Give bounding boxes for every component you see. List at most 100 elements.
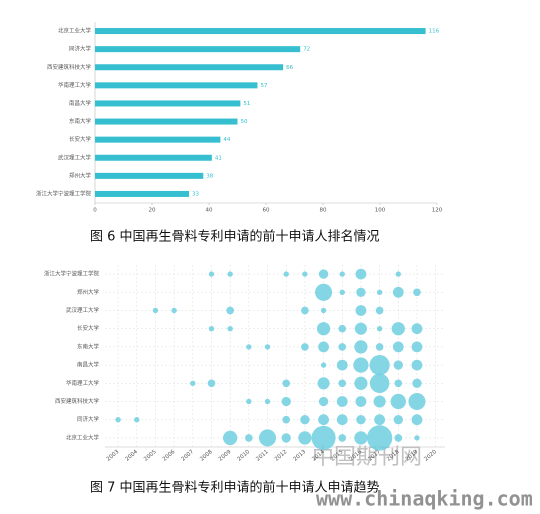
x-tick-label: 2009 (218, 449, 233, 463)
x-tick-label: 2010 (237, 449, 252, 463)
x-tick-label: 2006 (162, 449, 177, 463)
bubble (408, 392, 426, 411)
watermark-logo: 中国期刊网 (312, 445, 422, 470)
bubble (354, 322, 367, 335)
bubble (354, 340, 368, 354)
bar (95, 136, 221, 143)
bubble (339, 289, 345, 295)
bubble (412, 378, 422, 388)
x-tick-label: 2013 (293, 449, 308, 463)
bubble (320, 362, 327, 368)
bar (95, 82, 258, 89)
bubble (208, 326, 215, 332)
bubble (393, 415, 403, 425)
bubble (298, 431, 312, 445)
bubble (258, 429, 277, 447)
bar (95, 64, 284, 71)
bar (95, 172, 204, 179)
bubble (392, 341, 404, 353)
y-tick-label: 长安大学 (69, 135, 92, 143)
bubble (227, 326, 233, 332)
bubble (336, 359, 348, 371)
value-label: 51 (243, 101, 250, 107)
watermark-url: www.chinaqking.com (316, 487, 533, 511)
value-label: 38 (206, 173, 213, 179)
bubble (207, 379, 216, 388)
bubble (394, 434, 403, 442)
y-tick-label: 华南理工大学 (66, 379, 100, 387)
bubble (374, 414, 386, 426)
bubble (318, 341, 329, 353)
y-tick-label: 郑州大学 (69, 171, 92, 179)
value-label: 33 (192, 191, 199, 197)
x-tick-label: 2005 (143, 449, 158, 463)
bubble (356, 415, 366, 425)
bubble (301, 306, 309, 315)
bubble (376, 326, 383, 332)
bar (95, 154, 212, 161)
x-tick-label: 80 (320, 208, 327, 214)
bubble (171, 307, 177, 314)
value-label: 72 (303, 47, 310, 53)
bubble (338, 379, 347, 388)
bubble (208, 271, 215, 277)
bubble (302, 271, 308, 277)
y-tick-label: 武汉理工大学 (58, 153, 92, 161)
bar (95, 118, 238, 125)
x-tick-label: 2020 (423, 449, 438, 463)
bubble (115, 417, 121, 423)
bubble (339, 271, 345, 277)
bubble (373, 395, 386, 408)
bubble (338, 324, 347, 333)
bubble (300, 415, 310, 425)
value-label: 66 (286, 65, 293, 71)
bubble (318, 396, 329, 407)
bubble (264, 398, 271, 405)
bubble (355, 396, 367, 407)
bubble (391, 322, 405, 336)
x-tick-label: 2007 (180, 449, 195, 463)
caption: 图 7 中国再生骨料专利申请的前十申请人申请趋势 (90, 480, 380, 496)
value-label: 50 (241, 119, 248, 125)
bubble (317, 377, 330, 390)
bubble (134, 417, 140, 423)
bubble (356, 287, 366, 297)
bubble (375, 343, 384, 351)
x-tick-label: 40 (206, 208, 213, 214)
bubble (282, 415, 291, 424)
x-tick-label: 2004 (124, 449, 139, 463)
bubble (411, 414, 423, 426)
bubble (318, 414, 329, 426)
bubble (336, 396, 348, 407)
bubble (394, 379, 403, 388)
y-tick-label: 东南大学 (77, 342, 100, 350)
bubble (311, 425, 336, 450)
value-label: 44 (223, 137, 230, 143)
y-tick-label: 武汉理工大学 (66, 306, 100, 314)
bubble (338, 434, 347, 442)
value-label: 116 (429, 29, 440, 35)
x-tick-label: 2003 (106, 449, 121, 463)
bubble (281, 396, 291, 407)
bubble (223, 430, 238, 446)
bubble (338, 343, 347, 351)
bubble (411, 323, 423, 335)
y-tick-label: 南昌大学 (69, 99, 92, 107)
y-tick-label: 华南理工大学 (58, 81, 92, 89)
bar (95, 100, 241, 107)
bubble (318, 269, 329, 279)
bubble (355, 305, 367, 316)
bubble (227, 271, 233, 277)
caption: 图 6 中国再生骨料专利申请的前十申请人排名情况 (90, 229, 380, 245)
bubble (395, 271, 401, 277)
x-tick-label: 0 (93, 208, 97, 214)
bar (95, 46, 301, 53)
bubble (411, 341, 423, 353)
bubble (190, 380, 196, 386)
x-tick-label: 2008 (199, 449, 214, 463)
bubble (353, 357, 369, 373)
bubble (414, 435, 420, 441)
bubble (376, 289, 383, 295)
bubble (315, 283, 333, 301)
